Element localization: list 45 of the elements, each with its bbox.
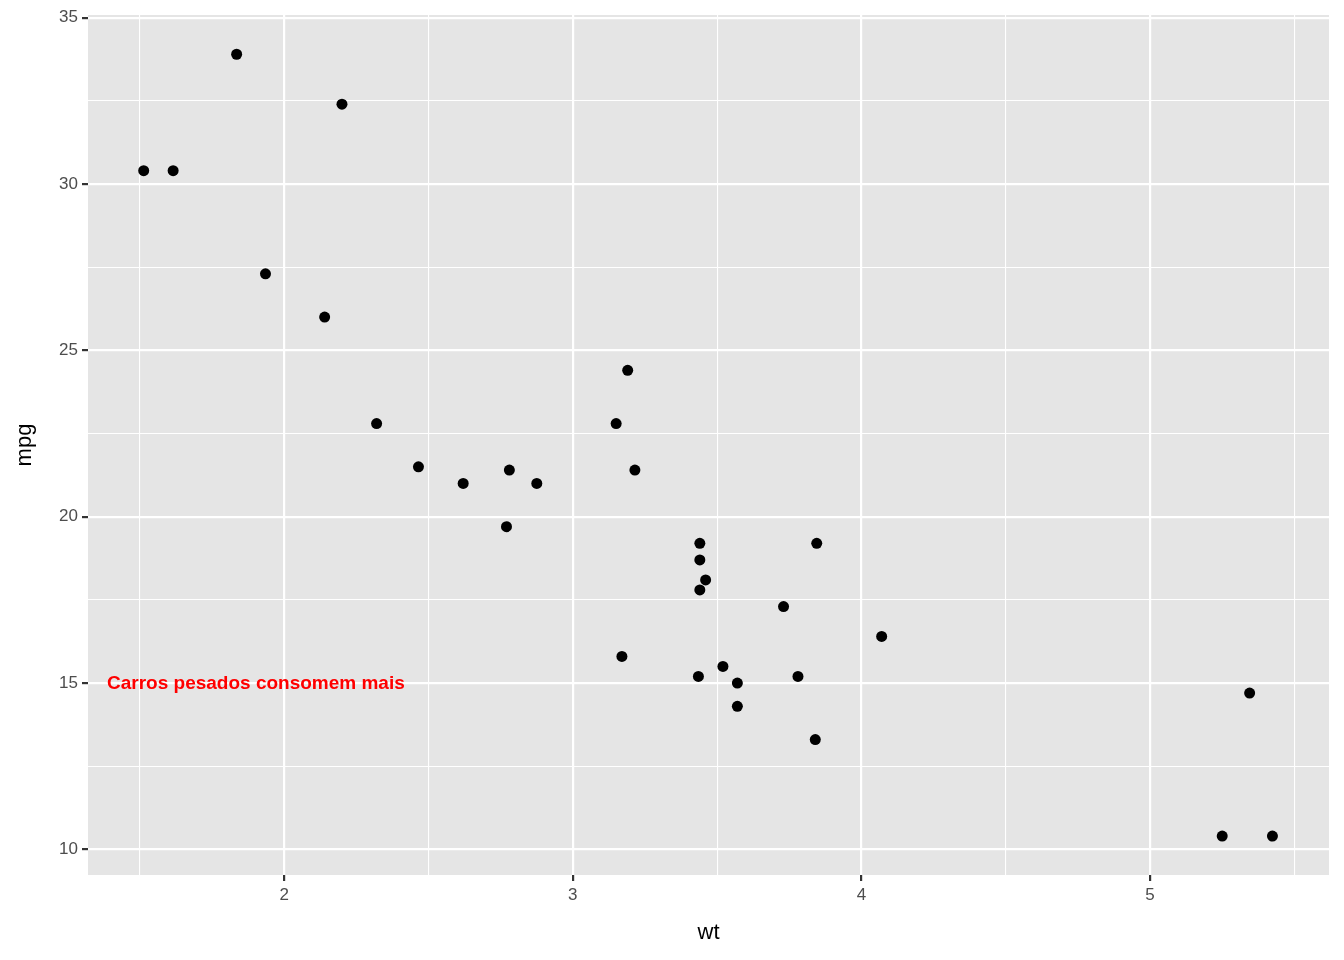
point — [694, 554, 706, 566]
point — [500, 521, 512, 533]
x-tick-label: 3 — [568, 884, 578, 904]
point — [694, 584, 706, 596]
annotation: Carros pesados consomem mais — [107, 672, 405, 694]
point — [138, 165, 150, 177]
point — [629, 464, 641, 476]
y-tick-label: 25 — [59, 340, 78, 360]
point — [792, 670, 804, 682]
point — [876, 630, 888, 642]
point — [231, 48, 243, 60]
point — [531, 477, 543, 489]
point — [1216, 830, 1228, 842]
point — [778, 601, 790, 613]
y-tick-label: 30 — [59, 173, 78, 193]
point — [731, 677, 743, 689]
point — [319, 311, 331, 323]
point — [457, 477, 469, 489]
point — [259, 268, 271, 280]
y-tick-label: 20 — [59, 506, 78, 526]
point — [610, 418, 622, 430]
point — [616, 650, 628, 662]
point — [622, 364, 634, 376]
point — [811, 537, 823, 549]
y-axis-title: mpg — [11, 423, 37, 467]
point — [700, 574, 712, 586]
point — [336, 98, 348, 110]
point — [809, 734, 821, 746]
point — [731, 700, 743, 712]
point — [717, 660, 729, 672]
x-tick-label: 2 — [279, 884, 289, 904]
point — [167, 165, 179, 177]
x-tick-label: 4 — [856, 884, 867, 904]
x-tick-label: 5 — [1145, 884, 1155, 904]
point — [412, 461, 424, 473]
point — [692, 670, 704, 682]
point — [1244, 687, 1256, 699]
y-tick-label: 10 — [59, 839, 78, 859]
y-tick-label: 15 — [59, 672, 78, 692]
point — [371, 418, 383, 430]
x-axis-title: wt — [696, 918, 720, 944]
y-tick-label: 35 — [59, 7, 78, 27]
point — [1266, 830, 1278, 842]
point — [694, 537, 706, 549]
point — [503, 464, 515, 476]
